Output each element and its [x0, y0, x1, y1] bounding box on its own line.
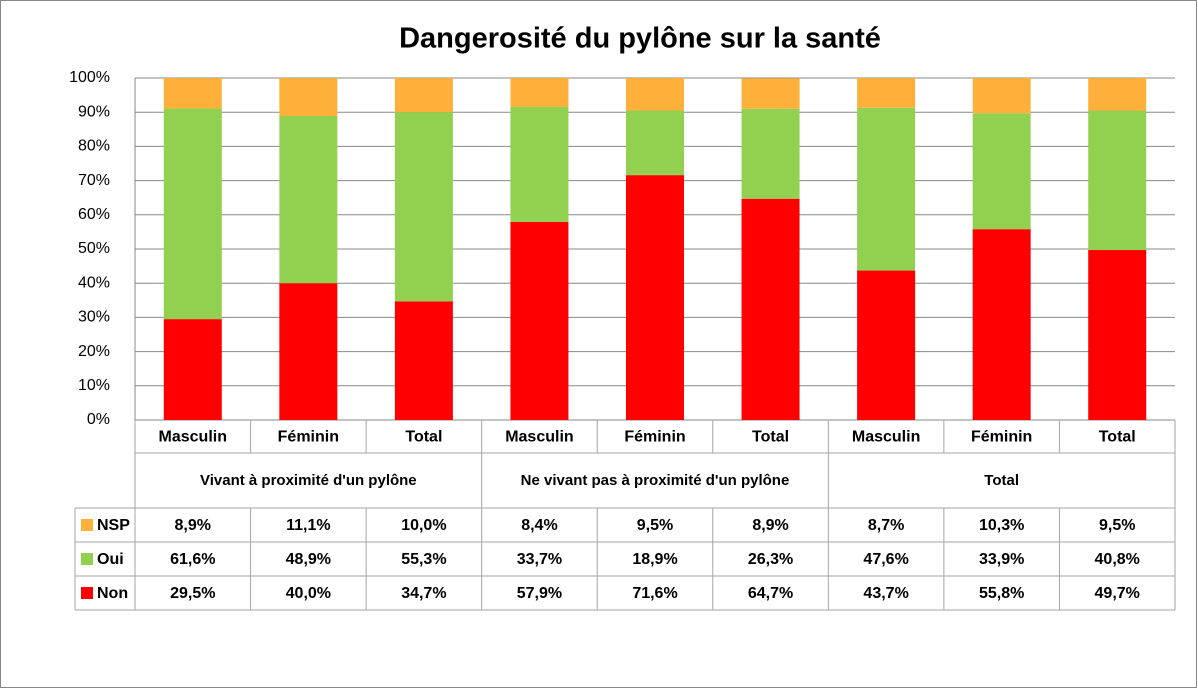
table-value: 26,3% [748, 551, 793, 568]
table-value: 55,3% [401, 551, 446, 568]
table-value: 47,6% [863, 551, 908, 568]
table-value: 71,6% [632, 585, 677, 602]
group-label: Vivant à proximité d'un pylône [199, 471, 417, 489]
x-tick-label: Total [752, 429, 789, 446]
y-tick-label: 30% [78, 309, 110, 326]
table-value: 18,9% [632, 551, 677, 568]
table-value: 8,9% [752, 517, 788, 534]
table-value: 61,6% [170, 551, 215, 568]
bar-segment [510, 221, 569, 420]
bar-segment [394, 301, 453, 420]
table-value: 49,7% [1095, 585, 1140, 602]
y-tick-label: 50% [78, 240, 110, 257]
bar-segment [510, 78, 569, 107]
legend-swatch [81, 519, 93, 531]
legend-label: Non [97, 585, 128, 602]
y-tick-label: 70% [78, 172, 110, 189]
table-value: 8,9% [175, 517, 211, 534]
bar-segment [1088, 110, 1147, 251]
bar-segment [972, 78, 1031, 114]
table-value: 57,9% [517, 585, 562, 602]
bar-segment [857, 270, 916, 420]
x-tick-label: Masculin [505, 429, 573, 446]
legend-label: NSP [97, 517, 130, 534]
bar-segment [163, 319, 222, 420]
table-value: 43,7% [863, 585, 908, 602]
table-value: 11,1% [286, 517, 330, 534]
bar-segment [972, 229, 1031, 420]
bar-segment [626, 110, 684, 176]
x-tick-label: Total [405, 429, 442, 446]
legend-swatch [81, 587, 93, 599]
bar-segment [1088, 250, 1147, 420]
bar-segment [394, 112, 453, 302]
bar-segment [972, 113, 1031, 230]
bar-segment [857, 78, 916, 108]
y-tick-label: 20% [78, 343, 110, 360]
bar-segment [279, 283, 338, 420]
group-label-box: Vivant à proximité d'un pylône [199, 471, 417, 489]
bar-segment [279, 115, 338, 284]
chart-title: Dangerosité du pylône sur la santé [399, 23, 881, 55]
y-tick-label: 0% [87, 411, 110, 428]
y-tick-label: 90% [78, 103, 110, 120]
table-value: 34,7% [401, 585, 446, 602]
table-value: 33,7% [517, 551, 562, 568]
group-label: Ne vivant pas à proximité d'un pylône [520, 471, 790, 489]
x-tick-label: Féminin [971, 429, 1032, 446]
table-value: 33,9% [979, 551, 1024, 568]
group-label-box: Ne vivant pas à proximité d'un pylône [520, 471, 790, 489]
group-label: Total [984, 471, 1020, 489]
table-value: 64,7% [748, 585, 793, 602]
y-tick-label: 10% [78, 377, 110, 394]
y-tick-label: 60% [78, 206, 110, 223]
x-tick-label: Masculin [159, 429, 227, 446]
x-tick-label: Féminin [624, 429, 685, 446]
table-value: 9,5% [1099, 517, 1135, 534]
table-value: 29,5% [170, 585, 215, 602]
bar-segment [279, 78, 338, 116]
bar-segment [741, 78, 800, 109]
legend-swatch [81, 553, 93, 565]
bar-segment [741, 108, 800, 199]
table-value: 55,8% [979, 585, 1024, 602]
x-tick-label: Masculin [852, 429, 920, 446]
bar-segment [1088, 78, 1147, 111]
x-tick-label: Féminin [278, 429, 339, 446]
table-value: 8,7% [868, 517, 904, 534]
bar-segment [163, 78, 222, 109]
table-value: 9,5% [637, 517, 673, 534]
y-tick-label: 80% [78, 138, 110, 155]
table-value: 10,0% [401, 517, 446, 534]
bar-segment [163, 108, 222, 320]
y-tick-label: 100% [69, 69, 110, 86]
table-value: 8,4% [521, 517, 557, 534]
legend-label: Oui [97, 551, 124, 568]
bar-segment [510, 106, 569, 222]
bar-segment [394, 78, 453, 113]
bar-segment [626, 175, 684, 420]
bar-segment [626, 78, 684, 111]
y-tick-label: 40% [78, 274, 110, 291]
table-value: 40,8% [1095, 551, 1140, 568]
bar-segment [857, 107, 916, 271]
bar-segment [741, 198, 800, 420]
group-label-box: Total [984, 471, 1020, 489]
x-tick-label: Total [1099, 429, 1136, 446]
table-value: 10,3% [979, 517, 1024, 534]
table-value: 48,9% [286, 551, 331, 568]
table-value: 40,0% [286, 585, 331, 602]
